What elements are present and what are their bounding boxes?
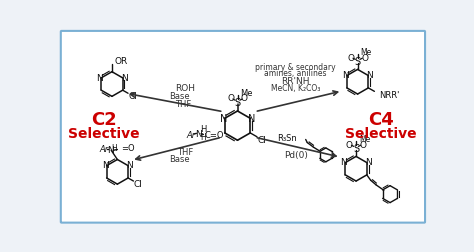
Text: S: S — [355, 57, 361, 67]
Text: Base: Base — [169, 92, 190, 101]
Text: primary & secondary: primary & secondary — [255, 62, 336, 72]
Text: C2: C2 — [91, 111, 117, 129]
Text: Cl: Cl — [257, 135, 266, 144]
Text: N: N — [365, 158, 372, 167]
Text: N: N — [126, 161, 133, 170]
Text: O: O — [361, 53, 368, 62]
Text: Pd(0): Pd(0) — [283, 151, 308, 160]
Text: amines, anilines: amines, anilines — [264, 69, 327, 78]
Text: N: N — [248, 113, 255, 123]
Text: R₃Sn: R₃Sn — [277, 134, 296, 143]
Text: N: N — [220, 113, 227, 123]
Text: H: H — [201, 132, 206, 141]
Text: Cl: Cl — [134, 179, 143, 188]
Text: N: N — [341, 158, 347, 167]
Text: THF: THF — [177, 147, 193, 156]
Text: Me: Me — [241, 89, 253, 98]
Text: Me: Me — [359, 135, 370, 144]
Text: Ar: Ar — [100, 145, 109, 154]
Text: N: N — [342, 71, 349, 80]
Text: H: H — [111, 143, 117, 152]
Text: MeCN, K₂CO₃: MeCN, K₂CO₃ — [271, 84, 320, 93]
Text: O: O — [347, 53, 354, 62]
Text: N: N — [107, 145, 114, 154]
Text: =O: =O — [121, 144, 135, 153]
Text: C4: C4 — [368, 111, 394, 129]
Text: Cl: Cl — [128, 92, 137, 101]
Text: ROH: ROH — [175, 83, 195, 92]
Text: S: S — [353, 143, 359, 153]
Text: Selective: Selective — [345, 127, 417, 141]
Text: H: H — [200, 125, 207, 134]
Text: Selective: Selective — [68, 127, 140, 141]
Text: N: N — [121, 73, 128, 82]
Text: OR: OR — [114, 56, 128, 66]
Text: O: O — [241, 94, 248, 103]
Text: S: S — [235, 97, 241, 107]
Text: N: N — [102, 161, 109, 170]
Text: Base: Base — [169, 155, 190, 164]
Text: O: O — [346, 140, 353, 149]
FancyBboxPatch shape — [61, 32, 425, 223]
Text: N: N — [366, 71, 373, 80]
Text: N: N — [195, 129, 202, 138]
Text: O: O — [227, 94, 234, 103]
Text: O: O — [360, 140, 366, 149]
Text: THF: THF — [175, 99, 191, 108]
Text: C=O: C=O — [205, 131, 225, 140]
Text: Ar: Ar — [186, 131, 196, 140]
Text: N: N — [97, 73, 103, 82]
Text: Me: Me — [361, 48, 372, 57]
Text: NRR': NRR' — [379, 90, 400, 99]
Text: RR'NH: RR'NH — [282, 76, 310, 85]
